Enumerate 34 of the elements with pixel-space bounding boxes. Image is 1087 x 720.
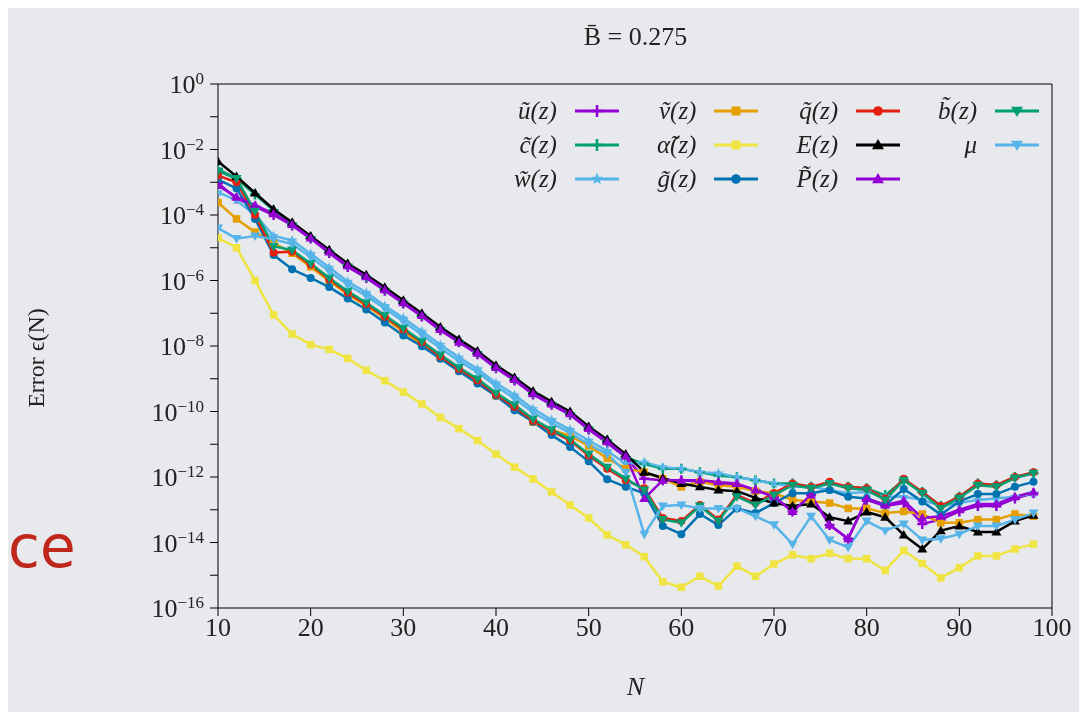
y-tick-label: 10$^{−10}$ (151, 396, 204, 427)
legend-label: q̃(z) (799, 97, 839, 125)
legend-label: w̃(z) (513, 165, 557, 193)
text: ce (8, 513, 76, 581)
chart-title: B̄ = 0.275 (582, 22, 689, 52)
x-tick-label: 40 (483, 613, 509, 643)
x-tick-label: 10 (205, 613, 231, 643)
x-axis-title: N (625, 672, 647, 702)
y-tick-label: 10$^{−6}$ (159, 265, 204, 296)
y-tick-label: 10$^{−16}$ (151, 592, 204, 623)
x-tick-label: 80 (853, 613, 880, 643)
legend-label: P̃(z) (796, 165, 839, 193)
x-tick-label: 100 (1032, 613, 1072, 643)
legend-label: ũ(z) (518, 97, 557, 125)
y-tick-label: 10$^{−12}$ (151, 461, 204, 492)
legend-label: α̃(z) (656, 131, 697, 159)
x-tick-label: 90 (946, 613, 973, 643)
y-tick-label: 10$^{−14}$ (151, 527, 205, 558)
y-tick-label: 10$^{−2}$ (159, 134, 204, 165)
x-tick-label: 20 (297, 613, 324, 643)
y-tick-label: 10$^{0}$ (169, 68, 204, 99)
legend-label: c̃(z) (519, 131, 557, 159)
y-tick-label: 10$^{−4}$ (159, 199, 205, 230)
x-tick-label: 50 (575, 613, 602, 643)
legend-label: g̃(z) (657, 165, 697, 193)
legend-label: ṽ(z) (658, 97, 697, 125)
legend-label: μ (964, 131, 977, 159)
legend-label: E(z) (796, 131, 839, 159)
x-tick-label: 60 (668, 613, 695, 643)
y-axis-title: Error ϵ(N) (22, 308, 50, 408)
x-tick-label: 70 (761, 613, 787, 643)
legend-label: b̃(z) (938, 97, 977, 125)
x-tick-label: 30 (390, 613, 417, 643)
y-tick-label: 10$^{−8}$ (159, 330, 204, 361)
